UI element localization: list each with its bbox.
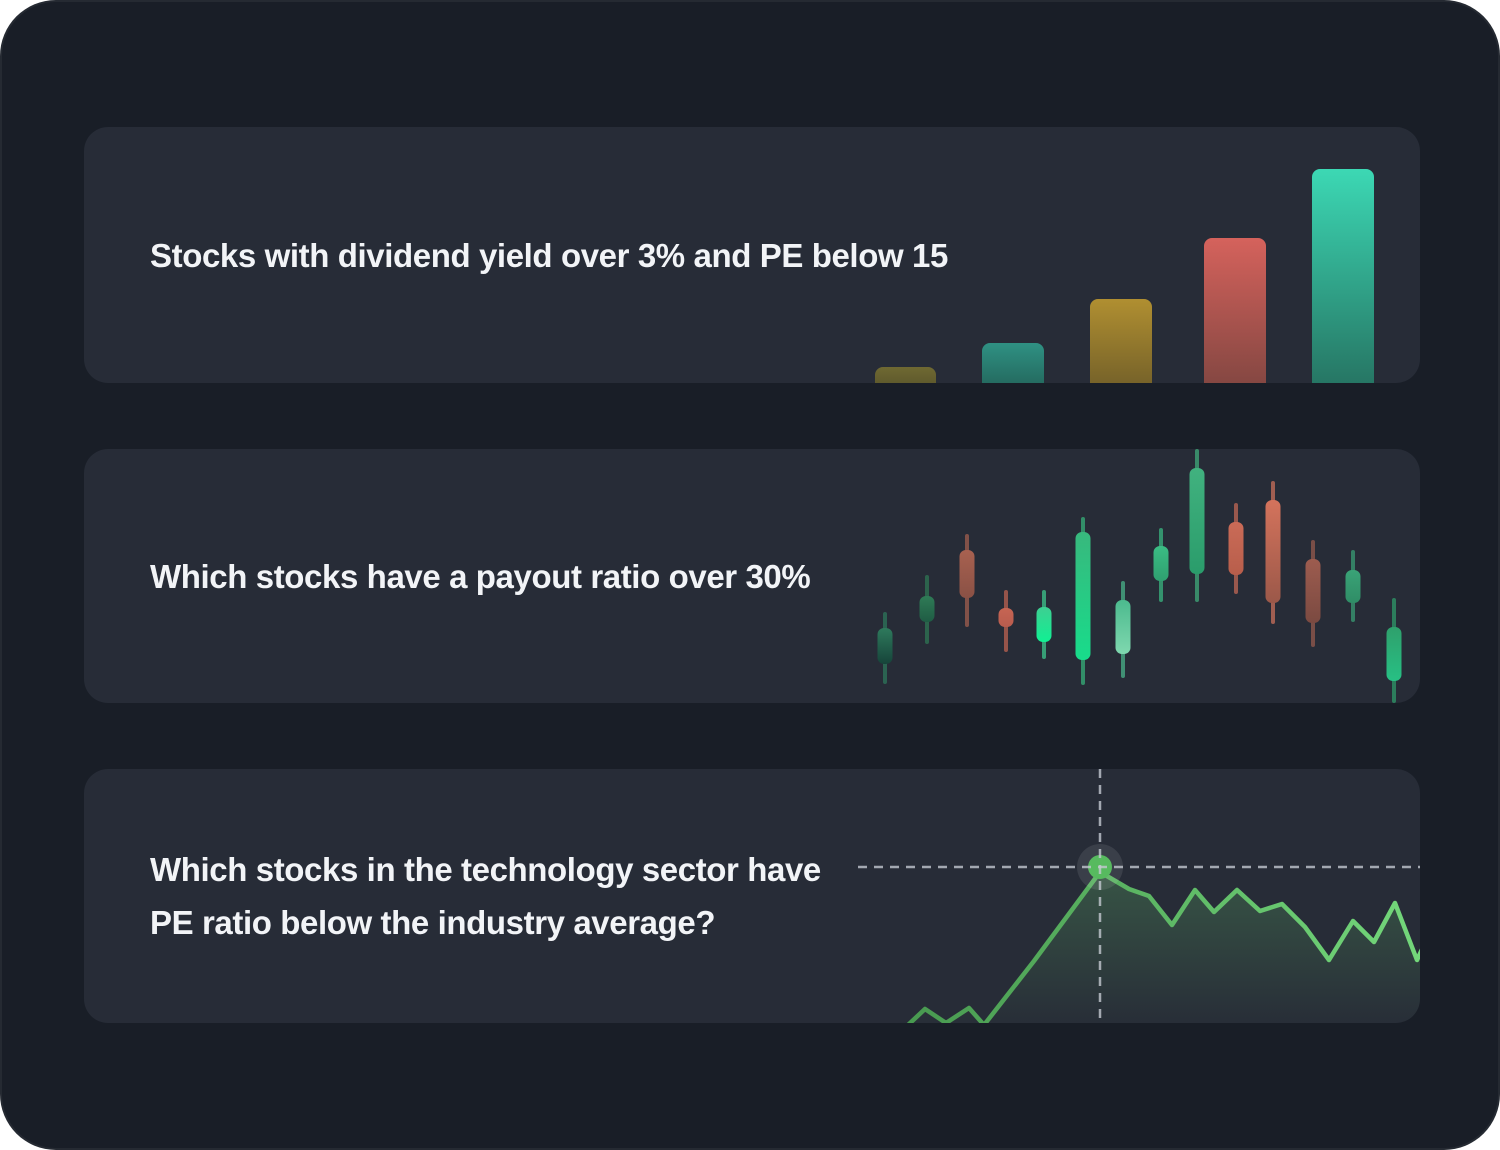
candle-body-down (1228, 522, 1244, 575)
query-card-title: Stocks with dividend yield over 3% and P… (150, 236, 948, 274)
payout-candlestick-chart (877, 449, 1402, 703)
query-card-dividend-yield[interactable]: Stocks with dividend yield over 3% and P… (84, 127, 1420, 383)
candle-body-up (1386, 627, 1402, 681)
candle-body-down (1305, 559, 1321, 623)
title-line-2: PE ratio below the industry average? (150, 904, 716, 941)
bar (1204, 238, 1266, 383)
candle-body-up (1115, 600, 1131, 654)
bar (1312, 169, 1374, 383)
bar (1090, 299, 1152, 383)
candle-body-up (1036, 607, 1052, 642)
dividend-bar-chart (875, 169, 1374, 383)
query-card-title: Which stocks in the technology sector ha… (84, 843, 821, 949)
query-card-pe-ratio[interactable]: Which stocks in the technology sector ha… (84, 769, 1420, 1023)
candle-body-up (1189, 468, 1205, 574)
title-line-1: Which stocks in the technology sector ha… (150, 851, 821, 888)
candle-body-down (998, 608, 1014, 627)
candle-body-down (1265, 500, 1281, 603)
area-fill (896, 872, 1420, 1023)
query-card-title: Which stocks have a payout ratio over 30… (150, 557, 811, 595)
candle-body-up (1075, 532, 1091, 660)
bar (875, 367, 936, 383)
candle-body-up (877, 628, 893, 664)
candle-body-down (959, 550, 975, 598)
candle-body-up (1153, 546, 1169, 581)
candle-body-up (919, 596, 935, 622)
candle-body-up (1345, 570, 1361, 603)
price-line (906, 869, 1420, 1023)
pe-line-chart (858, 769, 1420, 1023)
query-card-payout-ratio[interactable]: Which stocks have a payout ratio over 30… (84, 449, 1420, 703)
bar (982, 343, 1044, 383)
